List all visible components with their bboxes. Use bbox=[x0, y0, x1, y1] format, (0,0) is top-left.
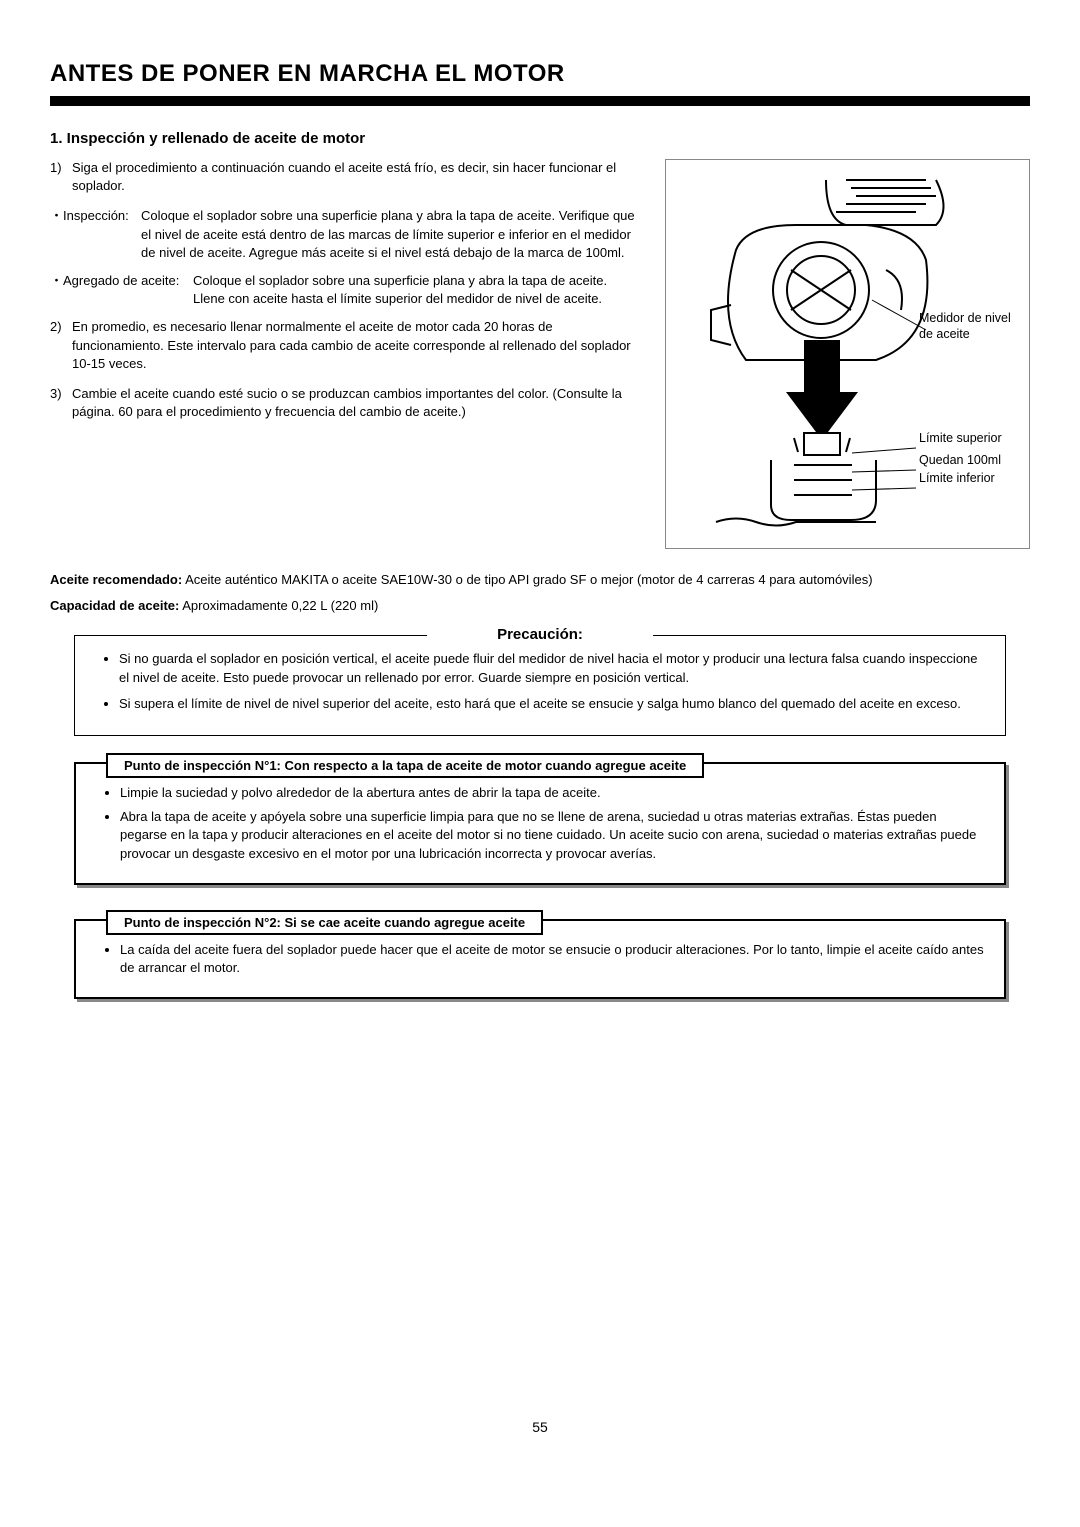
title-rule bbox=[50, 96, 1030, 106]
label-medidor: Medidor de nivel de aceite bbox=[919, 310, 1019, 343]
section-1-title: 1. Inspección y rellenado de aceite de m… bbox=[50, 130, 1030, 147]
item-text: Cambie el aceite cuando esté sucio o se … bbox=[72, 385, 641, 421]
item-text: En promedio, es necesario llenar normalm… bbox=[72, 318, 641, 373]
item-number: 2) bbox=[50, 318, 72, 373]
recommended-oil-label: Aceite recomendado: bbox=[50, 572, 182, 587]
caution-bullet: Si supera el límite de nivel de nivel su… bbox=[119, 695, 987, 713]
bullet-prefix: ・ bbox=[50, 207, 63, 262]
label-limite-inferior: Límite inferior bbox=[919, 470, 1019, 486]
inspection-1-bullet: Limpie la suciedad y polvo alrededor de … bbox=[120, 784, 986, 802]
label-quedan-100ml: Quedan 100ml bbox=[919, 452, 1019, 468]
list-item: 1) Siga el procedimiento a continuación … bbox=[50, 159, 641, 195]
oil-capacity-text: Aproximadamente 0,22 L (220 ml) bbox=[182, 598, 378, 613]
definition-text: Coloque el soplador sobre una superficie… bbox=[141, 207, 641, 262]
bullet-prefix: ・ bbox=[50, 272, 63, 308]
inspection-1-bullet: Abra la tapa de aceite y apóyela sobre u… bbox=[120, 808, 986, 863]
diagram-box: Medidor de nivel de aceite Límite superi… bbox=[665, 159, 1030, 549]
oil-capacity-label: Capacidad de aceite: bbox=[50, 598, 179, 613]
caution-box: Precaución: Si no guarda el soplador en … bbox=[74, 635, 1006, 736]
recommended-oil: Aceite recomendado: Aceite auténtico MAK… bbox=[50, 571, 1030, 589]
item-number: 1) bbox=[50, 159, 72, 195]
item-text: Siga el procedimiento a continuación cua… bbox=[72, 159, 641, 195]
list-item: 2) En promedio, es necesario llenar norm… bbox=[50, 318, 641, 373]
inspection-2-bullet: La caída del aceite fuera del soplador p… bbox=[120, 941, 986, 977]
definition-row: ・ Inspección: Coloque el soplador sobre … bbox=[50, 207, 641, 262]
recommended-oil-text: Aceite auténtico MAKITA o aceite SAE10W-… bbox=[185, 572, 872, 587]
list-item: 3) Cambie el aceite cuando esté sucio o … bbox=[50, 385, 641, 421]
oil-capacity: Capacidad de aceite: Aproximadamente 0,2… bbox=[50, 597, 1030, 615]
inspection-2-title: Punto de inspección N°2: Si se cae aceit… bbox=[106, 910, 543, 935]
definition-text: Coloque el soplador sobre una superficie… bbox=[193, 272, 641, 308]
top-row: 1) Siga el procedimiento a continuación … bbox=[50, 159, 1030, 549]
page-number: 55 bbox=[50, 1419, 1030, 1435]
definition-row: ・ Agregado de aceite: Coloque el soplado… bbox=[50, 272, 641, 308]
caution-title: Precaución: bbox=[427, 626, 653, 643]
label-limite-superior: Límite superior bbox=[919, 430, 1019, 446]
definition-term: Agregado de aceite: bbox=[63, 272, 193, 308]
caution-bullet: Si no guarda el soplador en posición ver… bbox=[119, 650, 987, 686]
inspection-point-2-box: Punto de inspección N°2: Si se cae aceit… bbox=[74, 919, 1006, 999]
definition-term: Inspección: bbox=[63, 207, 141, 262]
text-column: 1) Siga el procedimiento a continuación … bbox=[50, 159, 641, 549]
item-number: 3) bbox=[50, 385, 72, 421]
page-title: ANTES DE PONER EN MARCHA EL MOTOR bbox=[50, 60, 1030, 88]
inspection-1-title: Punto de inspección N°1: Con respecto a … bbox=[106, 753, 704, 778]
inspection-point-1-box: Punto de inspección N°1: Con respecto a … bbox=[74, 762, 1006, 885]
